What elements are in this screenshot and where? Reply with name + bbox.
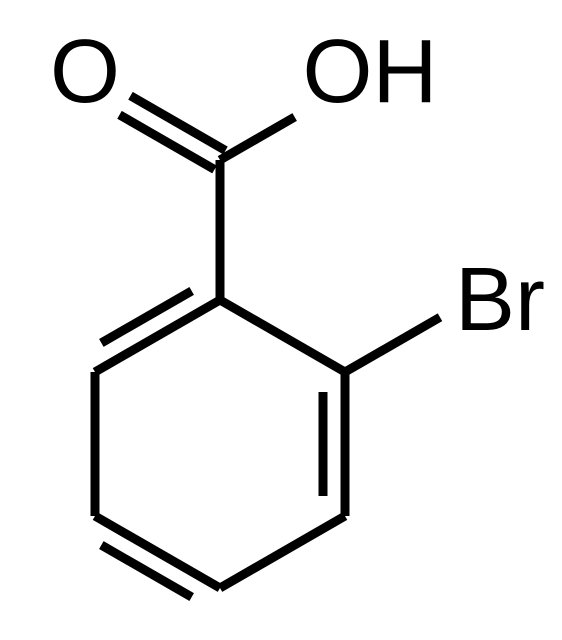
bond-inner [101, 291, 191, 343]
atom-label-o_oh: OH [303, 22, 438, 122]
molecule-diagram: O OH Br [0, 0, 562, 640]
atom-label-o_dbl: O [50, 22, 120, 122]
bond [345, 317, 440, 372]
bond [130, 96, 225, 151]
bond [220, 516, 345, 588]
molecule-svg: O OH Br [0, 0, 562, 640]
bond [120, 115, 215, 170]
atom-label-br: Br [455, 250, 545, 350]
bond [220, 300, 345, 372]
bond-inner [101, 545, 191, 597]
bond [220, 117, 295, 160]
